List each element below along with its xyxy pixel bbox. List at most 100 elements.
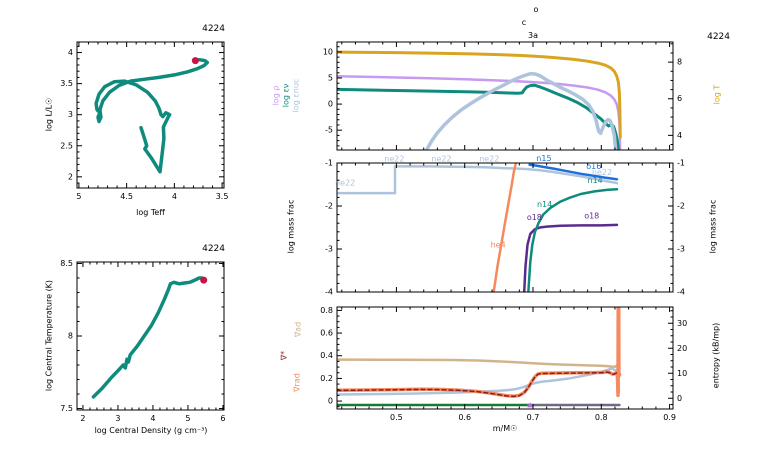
annotation-o18: o18 xyxy=(527,213,542,222)
mass-xaxis-label: m/M☉ xyxy=(492,424,518,433)
model-number-label: 4224 xyxy=(707,32,730,42)
tick-label: 5 xyxy=(328,74,333,83)
tick-label: 2 xyxy=(68,172,73,181)
trho-model-number: 4224 xyxy=(202,244,225,254)
annotation-ne22: ne22 xyxy=(384,155,404,164)
tick-label: 4 xyxy=(172,192,177,201)
profile-grad-series-layer xyxy=(337,307,622,407)
tick-label: 6 xyxy=(677,94,682,103)
trho-frame xyxy=(76,261,225,411)
tick-label: 8 xyxy=(68,332,73,341)
annotation-n15: n15 xyxy=(536,154,551,163)
tick-label: 30 xyxy=(677,319,687,328)
tick-label: 0.9 xyxy=(663,413,676,422)
tick-label: 0.6 xyxy=(320,329,333,338)
tick-label: 8.5 xyxy=(60,259,73,268)
burn-label-3a: 3a xyxy=(528,31,538,40)
log-T-axis-label: log T xyxy=(712,84,722,105)
tick-label: 0 xyxy=(328,100,333,109)
tick-label: -2 xyxy=(677,202,685,211)
tick-label: 0.2 xyxy=(320,374,333,383)
series-o16 xyxy=(528,163,619,181)
tick-label: 0.6 xyxy=(458,413,471,422)
hr-model-number: 4224 xyxy=(202,24,225,34)
tick-label: 4 xyxy=(677,131,682,140)
hr-xaxis-label: log Teff xyxy=(136,208,165,217)
marker-boundary-triangle xyxy=(527,402,534,408)
trho-xaxis-label: log Central Density (g cm⁻³) xyxy=(94,426,208,435)
annotation-ne22: ne22 xyxy=(592,168,612,177)
panel-trho: 2 3 4 5 6 7.5 8 8.5 xyxy=(60,259,225,423)
series-he4 xyxy=(492,163,518,292)
profile-top-series-layer xyxy=(337,50,622,150)
tick-label: 10 xyxy=(677,369,687,378)
tick-label: 0 xyxy=(328,397,333,406)
series-grad-star xyxy=(337,371,619,398)
hr-series-layer xyxy=(94,57,210,174)
tick-label: 4 xyxy=(150,414,155,423)
annotation-he4: he4 xyxy=(491,241,506,250)
burn-label-c: c xyxy=(521,18,527,27)
tick-label: -3 xyxy=(325,245,333,254)
series-hr-track xyxy=(94,57,210,174)
tick-label: 0.8 xyxy=(320,306,333,315)
panel-hr: 5 4.5 4 3.5 2 2.5 3 3.5 4 xyxy=(60,41,229,201)
tick-label: 3 xyxy=(68,110,73,119)
series-o18 xyxy=(522,223,619,292)
trho-series-layer xyxy=(91,276,206,399)
annotation-ne22: ne22 xyxy=(335,178,355,187)
annotation-o18: o18 xyxy=(584,211,599,220)
tick-label: -4 xyxy=(325,288,333,297)
annotation-ne22: ne22 xyxy=(431,155,451,164)
tick-label: 20 xyxy=(677,344,687,353)
tick-label: 3.5 xyxy=(60,79,73,88)
series-ne22 xyxy=(337,165,619,195)
series-log-rho xyxy=(337,74,622,150)
annotation-n14: n14 xyxy=(588,176,603,185)
tick-label: 5 xyxy=(185,414,190,423)
tick-label: 0 xyxy=(677,394,682,403)
series-trho-track xyxy=(91,276,206,399)
tick-label: -4 xyxy=(677,288,685,297)
tick-label: -5 xyxy=(325,126,333,135)
tick-label: 5 xyxy=(76,192,81,201)
tick-label: 4 xyxy=(68,48,73,57)
tick-label: -1 xyxy=(677,159,685,168)
tick-label: 3.5 xyxy=(216,192,229,201)
marker-current-model xyxy=(200,276,208,284)
tick-label: 0.7 xyxy=(527,413,540,422)
entropy-axis-label: entropy (kB/mp) xyxy=(711,322,721,389)
profile-grad-frame xyxy=(336,306,674,410)
tick-label: 2 xyxy=(80,414,85,423)
annotation-ne22: ne22 xyxy=(479,155,499,164)
log-eps-nuc-axis-label: log εnuc xyxy=(291,78,301,113)
tick-label: -1 xyxy=(325,159,333,168)
profile-abund-series-layer xyxy=(337,163,619,292)
annotation-n14: n14 xyxy=(537,200,552,209)
series-log-T xyxy=(337,50,622,139)
hr-yaxis-label: log L/L☉ xyxy=(44,97,54,132)
grad-star-axis-label: ∇* xyxy=(279,350,289,361)
tick-label: 2.5 xyxy=(60,141,73,150)
tick-label: 6 xyxy=(220,414,225,423)
profile-abund-frame xyxy=(336,162,674,293)
series-log-eps-nuc xyxy=(425,71,618,150)
tick-label: -2 xyxy=(325,202,333,211)
marker-current-model xyxy=(191,57,199,65)
series-grad-rad xyxy=(337,307,622,398)
burn-label-o: o xyxy=(533,5,539,14)
mass-frac-right-label: log mass frac xyxy=(708,199,718,254)
tick-label: 4.5 xyxy=(120,192,133,201)
profile-top-frame xyxy=(336,41,674,151)
tick-label: 0.8 xyxy=(595,413,608,422)
trho-yaxis-label: log Central Temperature (K) xyxy=(44,279,54,392)
tick-label: -3 xyxy=(677,245,685,254)
grad-rad-axis-label: ∇rad xyxy=(292,373,302,392)
tick-label: 10 xyxy=(323,47,333,56)
panel-profile-top: -5 0 5 10 4 6 8 xyxy=(323,41,682,151)
tick-label: 7.5 xyxy=(60,404,73,413)
grad-ad-axis-label: ∇ad xyxy=(293,321,303,338)
